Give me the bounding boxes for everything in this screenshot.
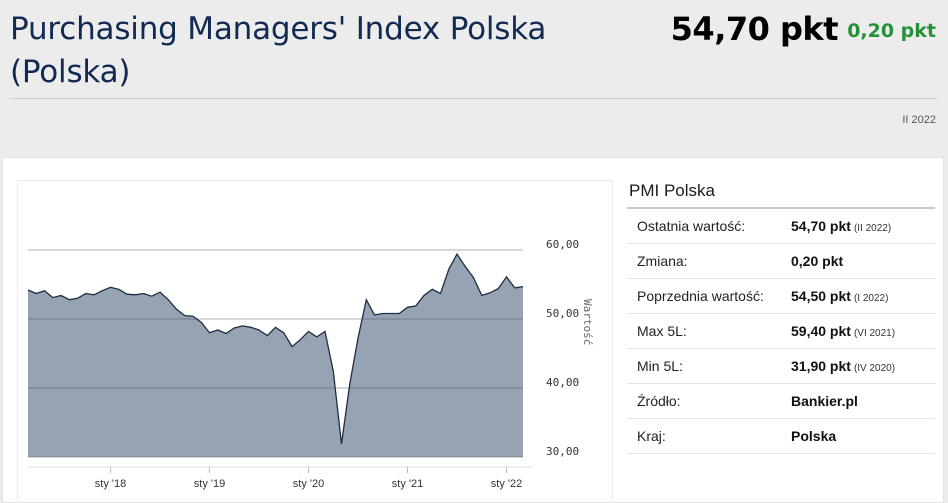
info-row-value: 0,20 pkt [791,253,843,269]
y-tick-label: 50,00 [546,307,579,320]
x-tick-label: sty '22 [491,478,522,490]
info-title: PMI Polska [627,180,935,209]
info-table: PMI Polska Ostatnia wartość: 54,70 pkt (II… [627,180,935,454]
info-row-value: 31,90 pkt (IV 2020) [791,358,895,374]
info-row-date: (IV 2020) [853,363,896,374]
info-row-value-text: 54,70 pkt [791,218,851,234]
y-tick-label: 60,00 [546,238,579,251]
info-row: Źródło: Bankier.pl [627,384,935,419]
info-row: Max 5L: 59,40 pkt (VI 2021) [627,314,935,349]
info-row-label: Źródło: [637,393,681,409]
y-tick-label: 30,00 [546,445,579,458]
y-tick-label: 40,00 [546,376,579,389]
info-row-label: Ostatnia wartość: [637,218,746,234]
info-row-value-text: 59,40 pkt [791,323,851,339]
info-row-label: Min 5L: [637,358,683,374]
info-row-value: Bankier.pl [791,393,858,409]
area-fill [28,254,523,457]
info-row-value-text: Bankier.pl [791,393,858,409]
chart-container: 30,00 40,00 50,00 60,00 Wartość sty '18 sty '1… [17,180,613,503]
y-axis-title: Wartość [581,299,594,345]
change-value: 0,20 pkt [847,20,936,42]
info-row-date: (II 2022) [853,223,892,234]
content-panel: 30,00 40,00 50,00 60,00 Wartość sty '18 sty '1… [2,157,944,503]
info-row: Kraj: Polska [627,419,935,454]
info-row-date: (I 2022) [853,293,889,304]
info-row-label: Kraj: [637,428,666,444]
info-row-date: (VI 2021) [853,328,896,339]
info-row: Ostatnia wartość: 54,70 pkt (II 2022) [627,209,935,244]
info-row: Zmiana: 0,20 pkt [627,244,935,279]
info-row-label: Poprzednia wartość: [637,288,764,304]
info-row-label: Max 5L: [637,323,687,339]
x-tick-label: sty '20 [293,478,324,490]
info-row-label: Zmiana: [637,253,688,269]
info-rows: Ostatnia wartość: 54,70 pkt (II 2022) Zmian… [627,209,935,454]
info-row-value: 54,50 pkt (I 2022) [791,288,888,304]
info-row: Poprzednia wartość: 54,50 pkt (I 2022) [627,279,935,314]
series-line [27,252,524,444]
info-row-value-text: Polska [791,428,837,444]
page-title: Purchasing Managers' Index Polska (Polsk… [10,11,547,90]
quote-header: Purchasing Managers' Index Polska (Polsk… [0,0,948,138]
current-value: 54,70 pkt [670,10,839,48]
pmi-area-chart: 30,00 40,00 50,00 60,00 Wartość sty '18 sty '1… [27,238,594,490]
header-divider [10,98,938,99]
info-row-value-text: 54,50 pkt [791,288,851,304]
x-tick-label: sty '21 [392,478,423,490]
info-row-value: 59,40 pkt (VI 2021) [791,323,895,339]
x-tick-label: sty '19 [194,478,225,490]
info-row-value-text: 0,20 pkt [791,253,844,269]
x-tick-label: sty '18 [95,478,126,490]
info-row: Min 5L: 31,90 pkt (IV 2020) [627,349,935,384]
info-row-value: Polska [791,428,836,444]
info-row-value: 54,70 pkt (II 2022) [791,218,891,234]
period-label: II 2022 [902,114,936,126]
info-row-value-text: 31,90 pkt [791,358,851,374]
